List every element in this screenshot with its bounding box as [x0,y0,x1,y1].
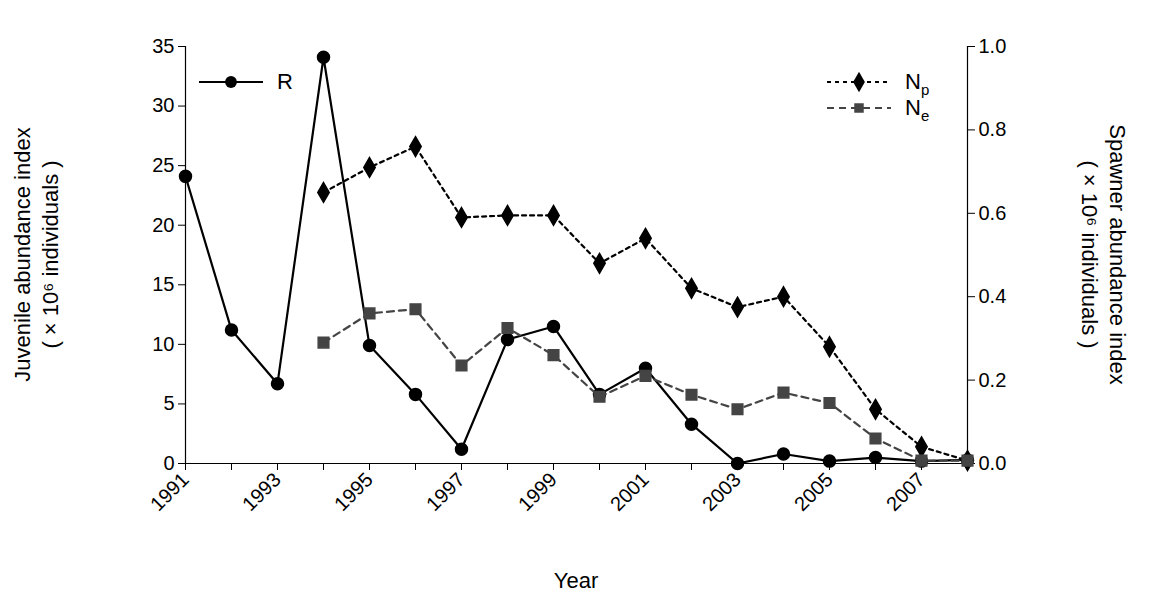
svg-text:30: 30 [152,94,174,116]
svg-text:1993: 1993 [238,468,285,515]
svg-text:0.4: 0.4 [979,285,1007,307]
svg-text:0.8: 0.8 [979,118,1007,140]
svg-text:1.0: 1.0 [979,35,1007,57]
svg-text:2007: 2007 [882,468,929,515]
svg-text:0.0: 0.0 [979,452,1007,474]
svg-text:0: 0 [163,452,174,474]
svg-text:Spawner abundance index( × 10⁶: Spawner abundance index( × 10⁶ individua… [1077,124,1130,385]
svg-text:Np: Np [905,69,929,98]
svg-text:Year: Year [554,568,598,593]
svg-text:35: 35 [152,35,174,57]
svg-text:Juvenile abundance index( × 10: Juvenile abundance index( × 10⁶ individu… [10,127,63,381]
svg-text:R: R [277,69,293,94]
svg-text:0.2: 0.2 [979,369,1007,391]
svg-text:5: 5 [163,392,174,414]
svg-text:1995: 1995 [330,468,377,515]
svg-text:1997: 1997 [422,468,469,515]
svg-text:20: 20 [152,214,174,236]
svg-text:1999: 1999 [514,468,561,515]
svg-text:Ne: Ne [905,95,929,124]
svg-text:2005: 2005 [790,468,837,515]
svg-text:2001: 2001 [606,468,653,515]
svg-text:25: 25 [152,154,174,176]
svg-text:15: 15 [152,273,174,295]
svg-text:0.6: 0.6 [979,202,1007,224]
svg-text:10: 10 [152,333,174,355]
svg-text:1991: 1991 [146,468,193,515]
svg-text:2003: 2003 [698,468,745,515]
